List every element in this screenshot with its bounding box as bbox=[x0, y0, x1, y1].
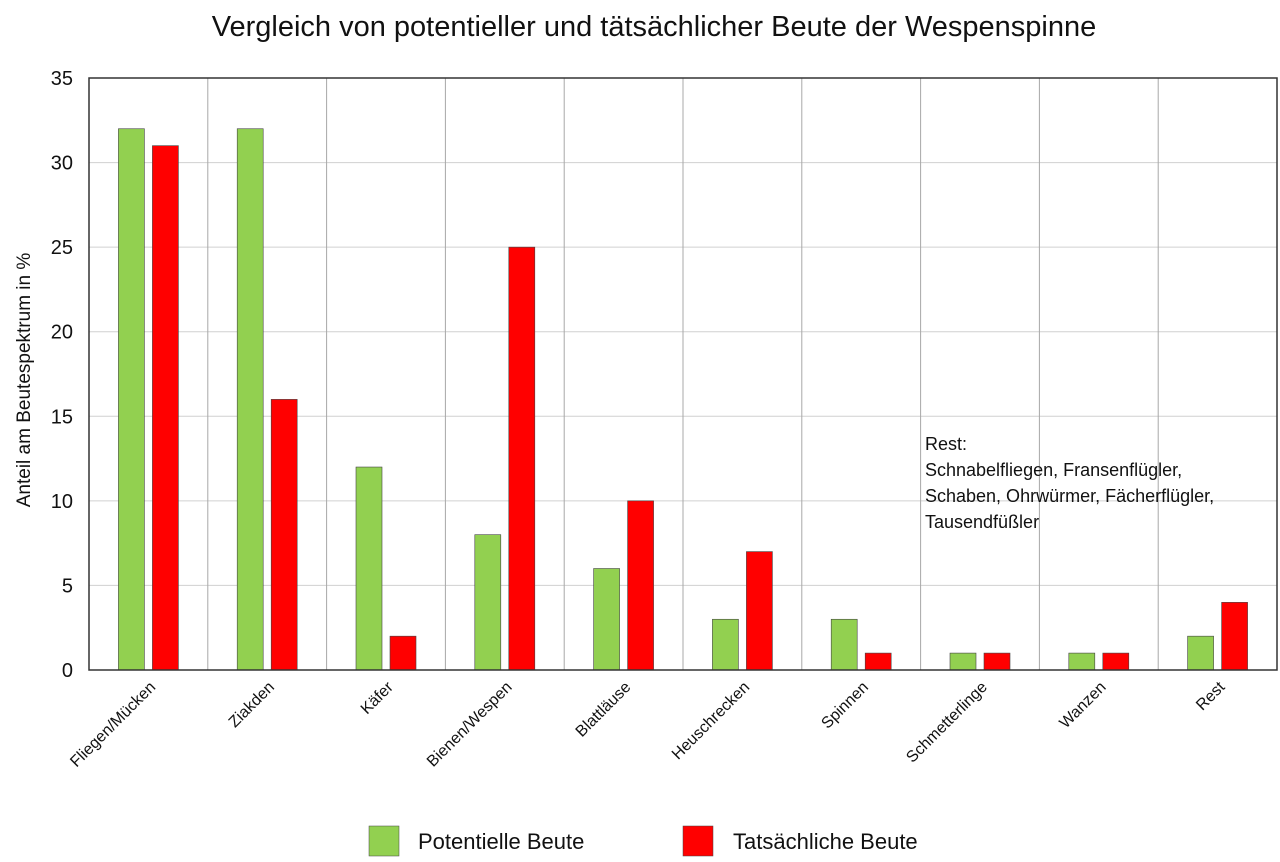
bar-tatsaechliche-beute-schmetterlinge bbox=[983, 652, 1011, 671]
plot-frame bbox=[88, 77, 1278, 671]
x-tick-label-rest: Rest bbox=[1193, 678, 1229, 714]
bar-potentielle-beute-bienen-wespen bbox=[474, 534, 502, 671]
bar-tatsaechliche-beute-blattlaeuse bbox=[627, 500, 654, 671]
y-tick-label: 15 bbox=[51, 406, 73, 428]
annotation-line-1: Rest: bbox=[925, 434, 967, 454]
bar-potentielle-beute-rest bbox=[1187, 635, 1214, 671]
y-tick-label: 30 bbox=[51, 153, 73, 175]
legend-swatch-tatsaechliche-beute bbox=[682, 825, 714, 857]
bar-potentielle-beute-wanzen bbox=[1068, 652, 1096, 671]
y-tick-labels: 0 5 10 15 20 25 30 35 bbox=[51, 68, 73, 682]
x-tick-label-blattlaeuse: Blattläuse bbox=[573, 679, 635, 741]
x-tick-label-heuschrecken: Heuschrecken bbox=[669, 679, 753, 763]
bar-potentielle-beute-schmetterlinge bbox=[949, 652, 977, 671]
chart-title: Vergleich von potentieller und tätsächli… bbox=[212, 11, 1097, 43]
y-tick-label: 0 bbox=[62, 660, 73, 682]
bar-tatsaechliche-beute-kaefer bbox=[389, 635, 417, 671]
legend: Potentielle Beute Tatsächliche Beute bbox=[368, 825, 918, 857]
bar-potentielle-beute-kaefer bbox=[355, 466, 383, 671]
annotation-line-4: Tausendfüßler bbox=[925, 512, 1039, 532]
bar-tatsaechliche-beute-fliegen-muecken bbox=[152, 145, 179, 671]
y-tick-label: 25 bbox=[51, 237, 73, 259]
x-tick-label-fliegen-muecken: Fliegen/Mücken bbox=[67, 679, 159, 771]
bar-tatsaechliche-beute-heuschrecken bbox=[746, 551, 773, 671]
y-axis-label: Anteil am Beutespektrum in % bbox=[14, 253, 35, 508]
annotation-line-2: Schnabelfliegen, Fransenflügler, bbox=[925, 460, 1182, 480]
x-tick-labels: Fliegen/Mücken Ziakden Käfer Bienen/Wespen B… bbox=[67, 678, 1228, 770]
x-tick-label-spinnen: Spinnen bbox=[818, 679, 872, 733]
x-tick-label-ziakden: Ziakden bbox=[226, 679, 278, 731]
x-tick-label-schmetterlinge: Schmetterlinge bbox=[903, 679, 991, 767]
y-tick-label: 5 bbox=[62, 575, 73, 597]
bar-potentielle-beute-blattlaeuse bbox=[593, 568, 620, 671]
y-tick-label: 20 bbox=[51, 322, 73, 344]
annotation-line-3: Schaben, Ohrwürmer, Fächerflügler, bbox=[925, 486, 1214, 506]
legend-label-tatsaechliche-beute: Tatsächliche Beute bbox=[733, 829, 918, 854]
annotation-rest: Rest: Schnabelfliegen, Fransenflügler, S… bbox=[925, 434, 1214, 532]
bar-tatsaechliche-beute-ziakden bbox=[270, 399, 298, 671]
bar-potentielle-beute-heuschrecken bbox=[712, 618, 739, 671]
bar-tatsaechliche-beute-bienen-wespen bbox=[508, 246, 536, 671]
legend-swatch-potentielle-beute bbox=[368, 825, 400, 857]
bar-tatsaechliche-beute-rest bbox=[1221, 602, 1248, 671]
legend-label-potentielle-beute: Potentielle Beute bbox=[418, 829, 584, 854]
x-tick-label-kaefer: Käfer bbox=[358, 678, 398, 718]
bars bbox=[118, 128, 1248, 671]
bar-tatsaechliche-beute-spinnen bbox=[864, 652, 892, 671]
x-tick-label-wanzen: Wanzen bbox=[1057, 679, 1110, 732]
bar-potentielle-beute-spinnen bbox=[830, 618, 858, 671]
y-tick-label: 35 bbox=[51, 68, 73, 90]
bar-potentielle-beute-fliegen-muecken bbox=[118, 128, 145, 671]
x-tick-label-bienen-wespen: Bienen/Wespen bbox=[424, 679, 516, 771]
bar-potentielle-beute-ziakden bbox=[236, 128, 264, 671]
y-tick-label: 10 bbox=[51, 491, 73, 513]
bar-tatsaechliche-beute-wanzen bbox=[1102, 652, 1130, 671]
